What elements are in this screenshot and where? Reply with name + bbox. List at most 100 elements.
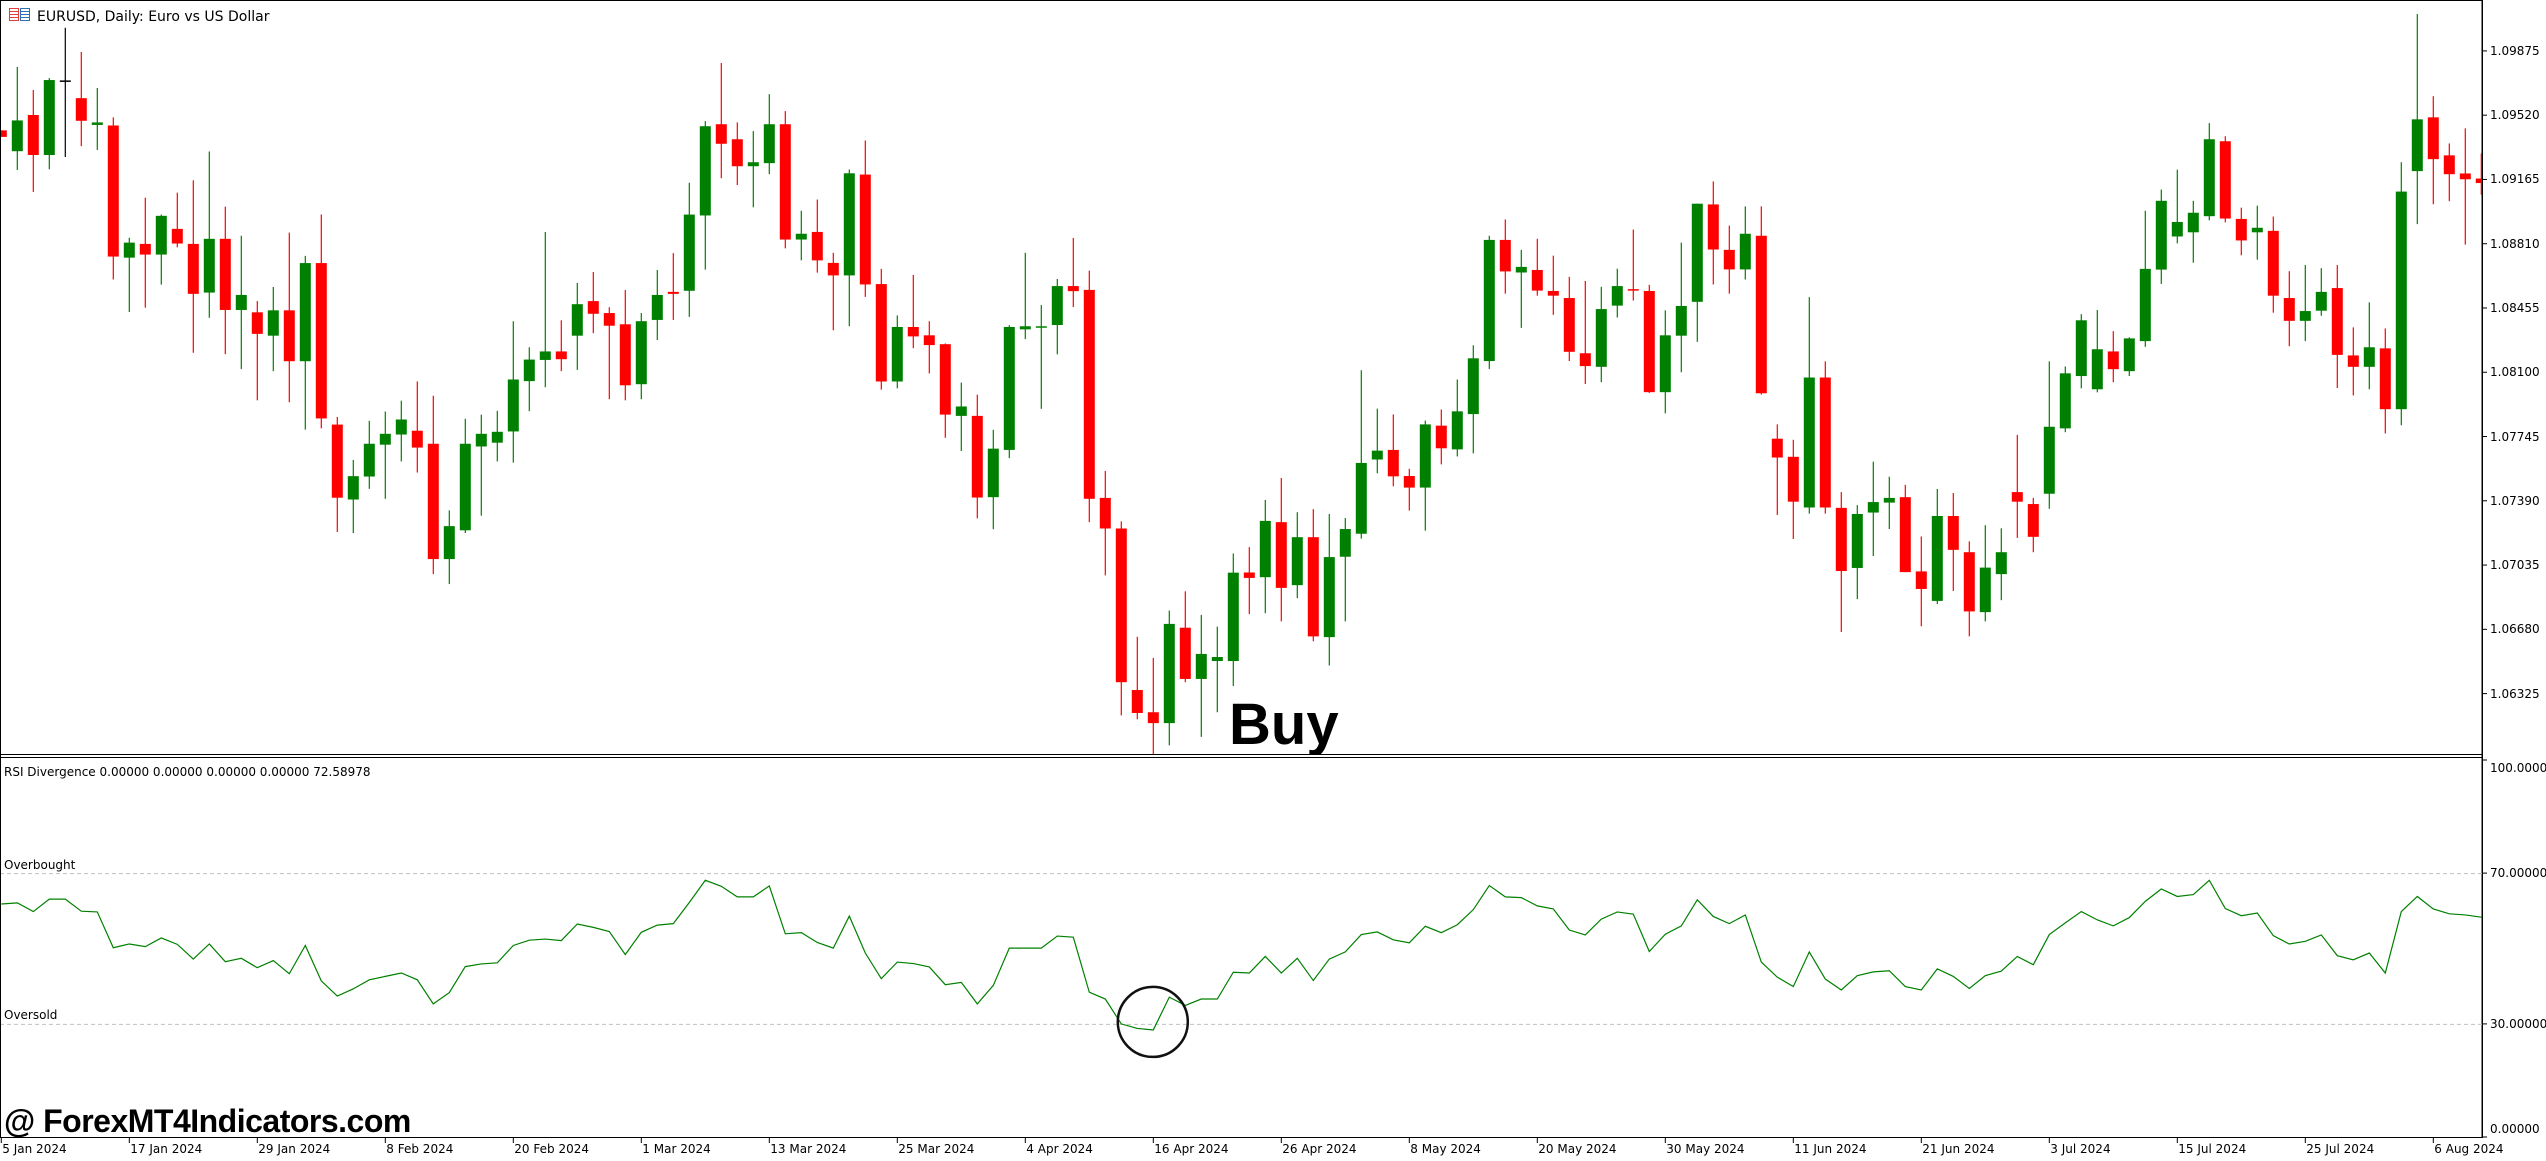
- rsi-tick-label: 70.00000: [2490, 866, 2546, 881]
- candle-body: [2395, 191, 2407, 410]
- candle: [2443, 143, 2455, 202]
- candle: [379, 411, 391, 499]
- candle-body: [1035, 326, 1047, 328]
- candle-body: [2363, 347, 2375, 367]
- candle: [1659, 310, 1671, 414]
- candle: [363, 420, 375, 489]
- candle: [1883, 476, 1895, 530]
- candle-body: [987, 448, 999, 498]
- date-tick-label: 21 Jun 2024: [1922, 1142, 1995, 1156]
- candle: [1531, 238, 1543, 296]
- candle: [2459, 128, 2471, 245]
- candle: [27, 90, 39, 192]
- candle: [2347, 327, 2359, 396]
- candle-body: [795, 233, 807, 240]
- candle: [555, 320, 567, 372]
- candle-body: [859, 174, 871, 285]
- candle: [1339, 517, 1351, 622]
- candle-body: [763, 124, 775, 164]
- oversold-label: Oversold: [4, 1008, 58, 1023]
- date-tick-label: 26 Apr 2024: [1282, 1142, 1357, 1156]
- candle: [939, 343, 951, 438]
- candle: [971, 394, 983, 519]
- candle-body: [1627, 289, 1639, 291]
- candle: [667, 253, 679, 320]
- date-tick-label: 6 Aug 2024: [2434, 1142, 2504, 1156]
- candle: [1963, 541, 1975, 637]
- candle: [715, 63, 727, 179]
- candle-body: [283, 310, 295, 362]
- candle-body: [2043, 426, 2055, 494]
- price-tick-label: 1.09520: [2490, 108, 2540, 123]
- candle: [523, 347, 535, 412]
- candle-body: [1115, 528, 1127, 683]
- candle: [2107, 331, 2119, 383]
- candle-body: [1003, 326, 1015, 450]
- candle: [283, 232, 295, 403]
- candle: [1243, 547, 1255, 615]
- candle: [955, 382, 967, 452]
- candle: [1003, 325, 1015, 459]
- candle: [2155, 189, 2167, 284]
- candle-body: [2219, 141, 2231, 219]
- candle-body: [11, 120, 23, 152]
- candle-body: [923, 335, 935, 346]
- candle: [107, 117, 119, 280]
- candle: [907, 275, 919, 349]
- candle-body: [1723, 249, 1735, 270]
- candle: [1019, 252, 1031, 340]
- price-axis-ticks: [2482, 50, 2487, 695]
- candle-body: [187, 243, 199, 294]
- candle-body: [1147, 712, 1159, 724]
- candle: [1211, 626, 1223, 713]
- candle-body: [523, 359, 535, 382]
- candle-body: [27, 114, 39, 155]
- candle: [2283, 271, 2295, 347]
- candle-body: [1, 130, 7, 137]
- candle-body: [1915, 571, 1927, 589]
- candle: [2187, 200, 2199, 263]
- candle-body: [2411, 119, 2423, 172]
- candle: [75, 51, 87, 147]
- candle: [1467, 345, 1479, 454]
- candle: [1611, 268, 1623, 318]
- candle: [1899, 484, 1911, 573]
- candle-body: [2267, 230, 2279, 296]
- candle: [251, 301, 263, 401]
- price-tick-label: 1.08810: [2490, 236, 2540, 251]
- price-tick-label: 1.06680: [2490, 622, 2540, 637]
- date-tick-label: 15 Jul 2024: [2178, 1142, 2247, 1156]
- candle: [1499, 219, 1511, 294]
- candle-body: [1467, 358, 1479, 415]
- rsi-tick-label: 30.00000: [2490, 1016, 2546, 1031]
- candle-body: [1435, 425, 1447, 449]
- candle: [1, 130, 7, 137]
- candle-body: [1083, 289, 1095, 499]
- candle: [1931, 489, 1943, 604]
- candle-body: [2443, 155, 2455, 175]
- candle-body: [1579, 353, 1591, 367]
- candle-body: [1995, 552, 2007, 575]
- candle: [11, 67, 23, 171]
- candle: [2027, 497, 2039, 553]
- candle: [187, 180, 199, 353]
- candle-body: [1691, 203, 1703, 302]
- candle-body: [2171, 221, 2183, 237]
- candle-body: [2235, 218, 2247, 241]
- candle: [1195, 614, 1207, 737]
- candle-body: [1755, 235, 1767, 394]
- candle-body: [155, 215, 167, 255]
- candle: [459, 418, 471, 534]
- candle-body: [507, 379, 519, 432]
- candle: [1275, 477, 1287, 622]
- candle-body: [971, 415, 983, 498]
- candle: [2059, 366, 2071, 433]
- date-tick-label: 17 Jan 2024: [130, 1142, 203, 1156]
- indicator-header: RSI Divergence 0.00000 0.00000 0.00000 0…: [4, 765, 371, 779]
- candle-body: [2315, 291, 2327, 311]
- candle-body: [75, 98, 87, 121]
- candle-body: [2299, 311, 2311, 321]
- candle: [539, 231, 551, 388]
- candle-body: [1195, 653, 1207, 679]
